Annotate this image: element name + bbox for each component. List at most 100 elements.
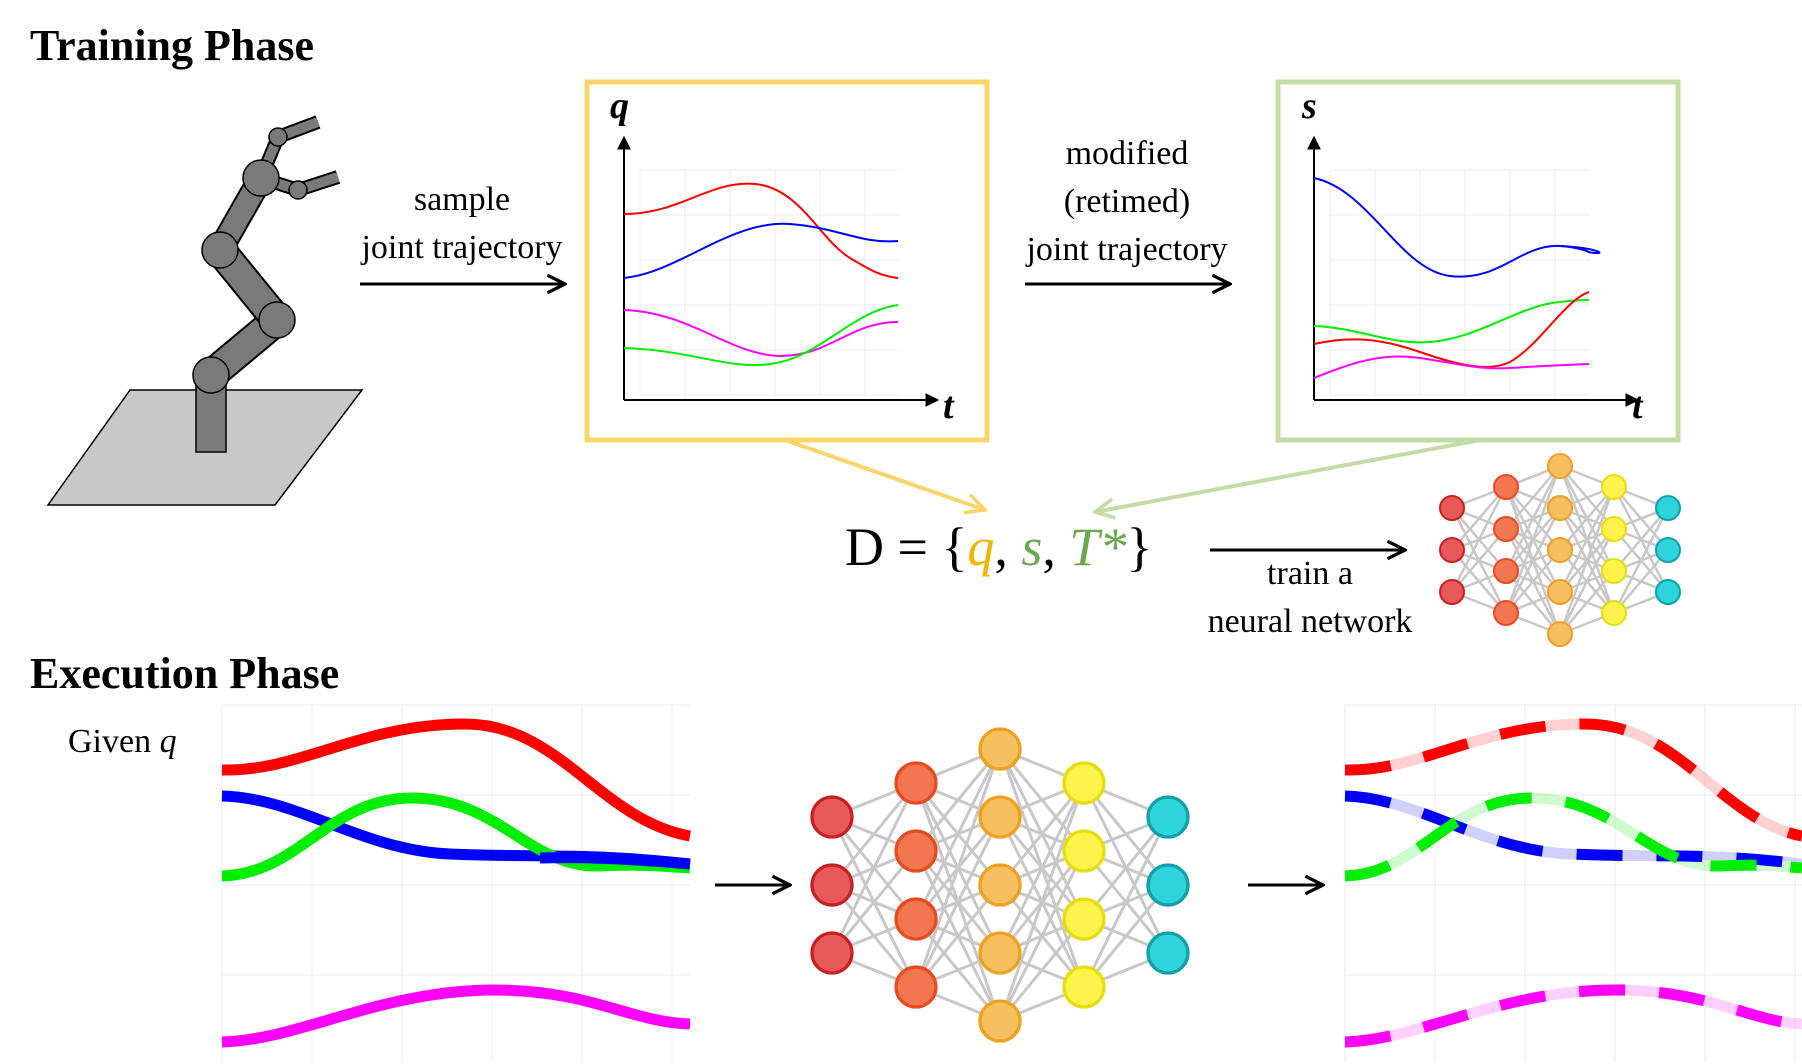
sample-label-line1: sample bbox=[414, 181, 510, 218]
q-plot-y-label: q bbox=[610, 85, 629, 127]
nn-connection bbox=[914, 748, 1002, 988]
exec-input-magenta bbox=[221, 984, 691, 1048]
nn-connection bbox=[1082, 816, 1170, 920]
nn-node-layer2 bbox=[1493, 600, 1519, 626]
nn-node-layer3 bbox=[1547, 495, 1573, 521]
sample-label-line2: joint trajectory bbox=[360, 229, 562, 266]
s-curve-green bbox=[1313, 299, 1590, 344]
nn-connection bbox=[998, 850, 1086, 1022]
nn-node-layer2 bbox=[894, 897, 938, 941]
nn-connection bbox=[1612, 507, 1670, 614]
s-plot-y-label: s bbox=[1301, 85, 1317, 127]
q-plot-grid bbox=[639, 169, 900, 396]
joint-1 bbox=[192, 356, 230, 394]
nn-node-layer1 bbox=[810, 931, 854, 975]
nn-node-layer2 bbox=[1493, 474, 1519, 500]
joint-4 bbox=[242, 159, 280, 197]
nn-connection bbox=[914, 748, 1002, 920]
train-label-line1: train a bbox=[1267, 555, 1353, 592]
nn-node-layer2 bbox=[1493, 558, 1519, 584]
nn-node-layer4 bbox=[1062, 965, 1106, 1009]
exec-output-magenta bbox=[1344, 984, 1802, 1048]
exec-output-dashed bbox=[1344, 718, 1802, 1048]
q-curve-green bbox=[623, 304, 899, 367]
nn-node-layer5 bbox=[1655, 579, 1681, 605]
q-to-dataset-arrow bbox=[784, 438, 985, 510]
nn-connection bbox=[998, 782, 1086, 1022]
nn-node-layer5 bbox=[1146, 931, 1190, 975]
nn-connection bbox=[1451, 486, 1507, 551]
nn-node-layer3 bbox=[978, 795, 1022, 839]
s-plot-grid bbox=[1329, 169, 1590, 396]
s-to-dataset-arrow bbox=[1095, 438, 1481, 512]
exec-output-red bbox=[1344, 718, 1802, 842]
nn-node-layer1 bbox=[810, 795, 854, 839]
nn-connection bbox=[1504, 465, 1562, 614]
s-plot-x-label: t bbox=[1632, 385, 1644, 427]
nn-connection bbox=[1558, 528, 1616, 635]
nn-connection bbox=[914, 884, 1002, 988]
nn-connection bbox=[998, 782, 1086, 954]
nn-node-layer5 bbox=[1655, 495, 1681, 521]
s-plot-curves bbox=[1313, 177, 1601, 379]
nn-node-layer5 bbox=[1655, 537, 1681, 563]
nn-node-layer3 bbox=[1547, 621, 1573, 647]
nn-connection bbox=[1613, 507, 1669, 572]
nn-connection bbox=[1082, 816, 1170, 988]
nn-node-layer2 bbox=[894, 761, 938, 805]
exec-input-curves bbox=[221, 718, 691, 1048]
nn-node-layer1 bbox=[1439, 537, 1465, 563]
q-plot-frame bbox=[584, 79, 990, 443]
nn-node-layer1 bbox=[1439, 579, 1465, 605]
nn-node-layer4 bbox=[1601, 516, 1627, 542]
s-plot-frame bbox=[1275, 79, 1681, 443]
nn-connection bbox=[1559, 570, 1615, 635]
modified-label-line2: (retimed) bbox=[1064, 183, 1191, 220]
nn-connection bbox=[1613, 549, 1669, 614]
nn-node-layer4 bbox=[1062, 761, 1106, 805]
nn-node-layer4 bbox=[1062, 897, 1106, 941]
nn-node-layer3 bbox=[978, 999, 1022, 1043]
nn-node-layer1 bbox=[1439, 495, 1465, 521]
nn-node-layer5 bbox=[1146, 863, 1190, 907]
exec-output-faded bbox=[1344, 718, 1802, 1048]
q-curve-blue bbox=[623, 222, 899, 279]
nn-node-layer4 bbox=[1062, 829, 1106, 873]
nn-connection bbox=[1082, 884, 1170, 988]
neural-network-large bbox=[810, 727, 1190, 1043]
execution-phase-heading: Execution Phase bbox=[30, 649, 339, 698]
nn-connection bbox=[1559, 486, 1615, 551]
nn-node-layer2 bbox=[894, 965, 938, 1009]
nn-node-layer4 bbox=[1601, 474, 1627, 500]
nn-node-layer4 bbox=[1601, 558, 1627, 584]
nn-connection bbox=[1504, 465, 1562, 572]
neural-network-small bbox=[1439, 453, 1681, 647]
dataset-formula: D = {q, s, T*} bbox=[845, 517, 1152, 577]
nn-connection bbox=[1558, 486, 1616, 593]
joint-6 bbox=[288, 180, 308, 200]
training-phase-heading: Training Phase bbox=[30, 21, 314, 70]
nn-connection bbox=[1505, 549, 1561, 614]
nn-node-layer1 bbox=[810, 863, 854, 907]
nn-node-layer2 bbox=[894, 829, 938, 873]
nn-connection bbox=[1558, 486, 1616, 635]
q-plot-curves bbox=[623, 182, 899, 367]
s-curve-magenta bbox=[1313, 355, 1590, 379]
given-label: Given q bbox=[68, 723, 177, 760]
nn-connection bbox=[998, 782, 1086, 886]
nn-node-layer3 bbox=[1547, 579, 1573, 605]
q-plot-x-label: t bbox=[943, 385, 955, 427]
train-label-line2: neural network bbox=[1208, 603, 1413, 640]
nn-node-layer3 bbox=[978, 863, 1022, 907]
nn-node-layer2 bbox=[1493, 516, 1519, 542]
nn-connection bbox=[1450, 486, 1508, 593]
s-curve-blue-tail bbox=[1559, 245, 1590, 253]
nn-node-layer3 bbox=[978, 931, 1022, 975]
nn-connection bbox=[830, 850, 918, 954]
exec-input-red bbox=[221, 718, 691, 842]
modified-label-line3: joint trajectory bbox=[1025, 231, 1227, 268]
nn-node-layer3 bbox=[1547, 453, 1573, 479]
joint-2 bbox=[258, 301, 296, 339]
s-curve-blue bbox=[1313, 177, 1601, 278]
